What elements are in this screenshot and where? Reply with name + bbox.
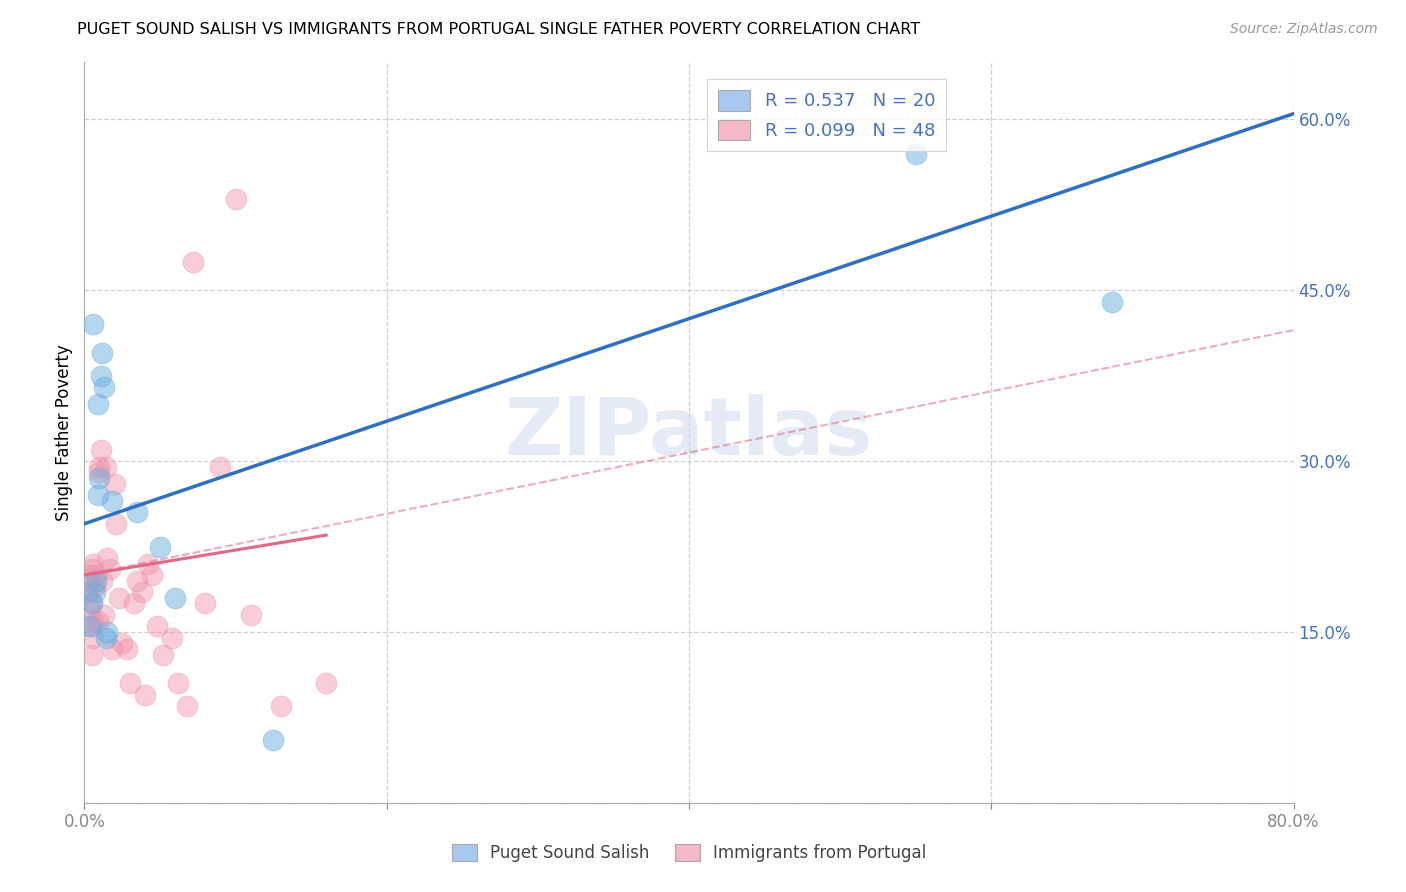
Y-axis label: Single Father Poverty: Single Father Poverty [55, 344, 73, 521]
Point [94, 631, 117, 645]
Point [98, 562, 121, 576]
Point [82, 557, 104, 571]
Point [315, 676, 337, 690]
Point [108, 591, 131, 605]
Point [270, 698, 292, 713]
Point [82, 631, 104, 645]
Text: Source: ZipAtlas.com: Source: ZipAtlas.com [1230, 22, 1378, 37]
Point [127, 505, 149, 519]
Point [89, 459, 111, 474]
Point [86, 568, 108, 582]
Point [96, 550, 118, 565]
Point [262, 733, 284, 747]
Point [111, 636, 134, 650]
Text: PUGET SOUND SALISH VS IMMIGRANTS FROM PORTUGAL SINGLE FATHER POVERTY CORRELATION: PUGET SOUND SALISH VS IMMIGRANTS FROM PO… [77, 22, 921, 37]
Point [89, 466, 111, 480]
Point [93, 380, 115, 394]
Point [91, 574, 114, 588]
Point [86, 574, 108, 588]
Point [225, 192, 247, 206]
Point [80, 619, 103, 633]
Point [118, 676, 141, 690]
Point [115, 642, 138, 657]
Point [209, 459, 232, 474]
Point [89, 471, 111, 485]
Point [165, 591, 187, 605]
Point [194, 597, 217, 611]
Point [79, 619, 101, 633]
Point [176, 698, 198, 713]
Point [77, 585, 100, 599]
Point [136, 557, 159, 571]
Point [90, 442, 112, 457]
Point [100, 494, 122, 508]
Point [87, 614, 110, 628]
Text: ZIPatlas: ZIPatlas [505, 393, 873, 472]
Point [152, 648, 174, 662]
Point [1101, 294, 1123, 309]
Point [82, 614, 104, 628]
Point [141, 568, 163, 582]
Point [134, 688, 156, 702]
Point [91, 346, 114, 360]
Point [149, 540, 172, 554]
Point [131, 585, 153, 599]
Point [82, 318, 104, 332]
Point [80, 648, 103, 662]
Point [90, 368, 112, 383]
Point [904, 146, 927, 161]
Point [80, 597, 103, 611]
Point [122, 597, 145, 611]
Point [167, 676, 190, 690]
Point [105, 516, 128, 531]
Point [100, 642, 122, 657]
Point [94, 459, 117, 474]
Point [80, 597, 103, 611]
Point [93, 607, 115, 622]
Point [87, 397, 110, 411]
Point [77, 568, 100, 582]
Point [87, 488, 110, 502]
Point [127, 574, 149, 588]
Point [104, 476, 127, 491]
Legend: Puget Sound Salish, Immigrants from Portugal: Puget Sound Salish, Immigrants from Port… [446, 837, 932, 869]
Point [76, 585, 98, 599]
Point [79, 574, 101, 588]
Point [239, 607, 262, 622]
Point [96, 624, 118, 639]
Point [84, 585, 107, 599]
Point [181, 254, 204, 268]
Point [160, 631, 183, 645]
Point [79, 602, 101, 616]
Point [84, 579, 107, 593]
Point [80, 562, 103, 576]
Point [146, 619, 169, 633]
